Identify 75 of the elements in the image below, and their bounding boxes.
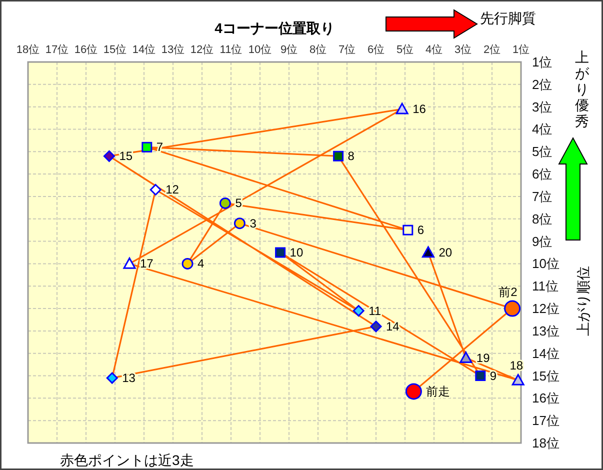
x-tick-label: 17位 <box>45 44 69 56</box>
x-tick-label: 3位 <box>454 44 472 56</box>
x-tick-label: 11位 <box>220 44 242 56</box>
y-tick-label: 10位 <box>532 256 560 272</box>
y-tick-label: 13位 <box>532 323 560 338</box>
y-tick-label: 6位 <box>532 166 552 182</box>
annotation: 19 <box>476 350 490 365</box>
point <box>405 383 422 400</box>
annotation: 10 <box>290 246 304 260</box>
annotation: 3 <box>250 216 257 230</box>
annotation: 4 <box>198 256 204 271</box>
y-tick-label: 12位 <box>532 301 560 316</box>
y-tick-label: 9位 <box>532 234 552 249</box>
text: 先行脚質 <box>480 10 536 26</box>
annotation: 14 <box>386 319 400 334</box>
x-tick-label: 8位 <box>309 44 327 56</box>
text: 赤色ポイントは近3走 <box>60 452 194 468</box>
point <box>103 150 115 162</box>
x-tick-label: 15位 <box>103 44 127 56</box>
x-tick-label: 13位 <box>161 44 185 56</box>
annotation: 6 <box>417 223 424 238</box>
y-tick-label: 11位 <box>532 278 558 294</box>
point <box>182 258 194 270</box>
x-tick-label: 18位 <box>16 44 40 56</box>
x-tick-label: 9位 <box>280 44 298 56</box>
point <box>396 102 408 114</box>
x-tick-label: 14位 <box>132 44 156 56</box>
y-tick-label: 18位 <box>532 436 560 450</box>
annotation: 17 <box>140 256 154 271</box>
x-axis-title: 4コーナー位置取り <box>214 20 334 36</box>
x-tick-label: 5位 <box>396 44 414 56</box>
point <box>422 246 434 258</box>
y-tick-label: 14位 <box>532 346 560 361</box>
point <box>512 374 524 386</box>
y-tick-label: 5位 <box>532 144 552 160</box>
y-tick-label: 16位 <box>532 390 560 406</box>
annotation: 12 <box>166 182 180 197</box>
y-tick-label: 7位 <box>532 188 552 204</box>
y-axis-title: 上がり順位 <box>575 266 591 336</box>
annotation: 16 <box>412 102 426 116</box>
y-tick-label: 8位 <box>532 211 552 226</box>
x-tick-label: 4位 <box>425 44 443 56</box>
point <box>504 300 521 317</box>
point <box>106 372 118 384</box>
point <box>275 247 286 258</box>
x-tick-label: 6位 <box>367 44 385 56</box>
point <box>370 320 382 332</box>
annotation: 前走 <box>426 384 450 398</box>
x-tick-label: 16位 <box>74 44 98 56</box>
y-tick-label: 4位 <box>532 122 552 137</box>
x-tick-label: 10位 <box>248 44 272 56</box>
text: 上がり優秀 <box>575 49 590 129</box>
point <box>475 370 486 382</box>
y-tick-label: 3位 <box>532 99 552 114</box>
annotation: 5 <box>235 196 242 210</box>
point <box>142 142 152 152</box>
y-tick-label: 15位 <box>532 368 560 384</box>
x-tick-label: 12位 <box>190 44 214 56</box>
x-tick-label: 2位 <box>483 44 501 56</box>
point <box>352 305 364 317</box>
annotation: 13 <box>122 371 136 386</box>
annotation: 20 <box>438 246 452 260</box>
point <box>333 150 344 162</box>
y-tick-label: 1位 <box>532 54 552 70</box>
y-tick-label: 17位 <box>532 413 560 428</box>
point <box>234 218 246 230</box>
annotation: 18 <box>510 358 524 373</box>
point <box>460 352 472 363</box>
point <box>219 197 231 209</box>
x-tick-label: 7位 <box>338 44 356 56</box>
y-tick-label: 2位 <box>532 76 552 92</box>
annotation: 前2 <box>498 285 518 300</box>
x-tick-label: 1位 <box>512 44 530 56</box>
point <box>402 224 414 236</box>
annotation: 8 <box>348 149 355 164</box>
